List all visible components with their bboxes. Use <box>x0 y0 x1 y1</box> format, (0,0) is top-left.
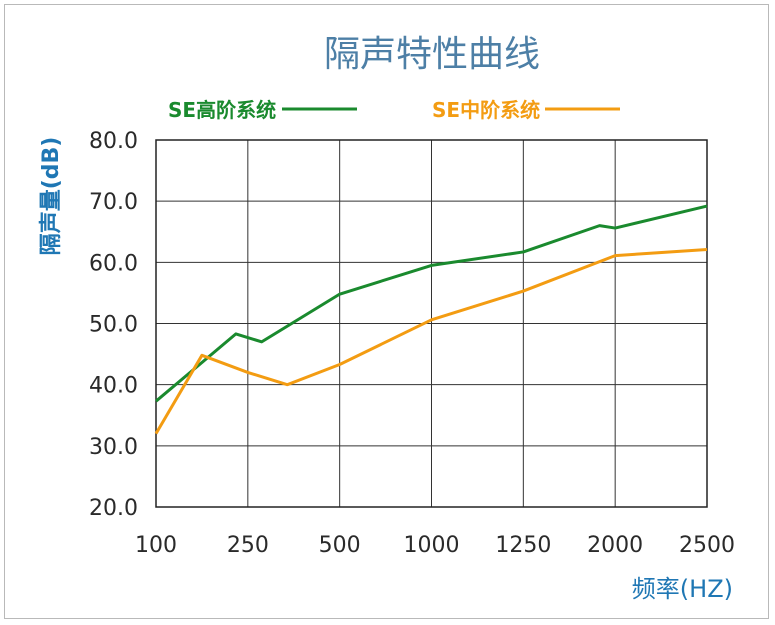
x-axis-label: 频率(HZ) <box>632 575 733 603</box>
y-tick-label: 60.0 <box>89 251 138 276</box>
x-tick-label: 500 <box>319 533 361 558</box>
y-tick-label: 20.0 <box>89 496 138 521</box>
x-tick-label: 250 <box>227 533 269 558</box>
y-tick-label: 70.0 <box>89 190 138 215</box>
legend-label-2: SE中阶系统 <box>432 98 540 122</box>
legend: SE高阶系统 SE中阶系统 <box>168 98 620 122</box>
x-tick-label: 2500 <box>679 533 735 558</box>
chart-title: 隔声特性曲线 <box>324 34 540 75</box>
y-tick-label: 30.0 <box>89 435 138 460</box>
series-lines <box>154 204 708 435</box>
chart-frame <box>4 4 769 619</box>
y-tick-label: 80.0 <box>89 129 138 154</box>
plot-area <box>155 139 708 508</box>
x-tick-label: 1000 <box>404 533 460 558</box>
tick-labels: 20.0 30.0 40.0 50.0 60.0 70.0 80.0 100 250 500 100… <box>89 129 735 558</box>
y-tick-label: 40.0 <box>89 374 138 399</box>
legend-label-1: SE高阶系统 <box>168 98 276 122</box>
grid <box>155 139 708 508</box>
x-tick-label: 1250 <box>495 533 551 558</box>
x-tick-label: 100 <box>135 533 177 558</box>
x-tick-label: 2000 <box>587 533 643 558</box>
y-axis-label: 隔声量(dB) <box>39 137 64 256</box>
y-tick-label: 50.0 <box>89 313 138 338</box>
